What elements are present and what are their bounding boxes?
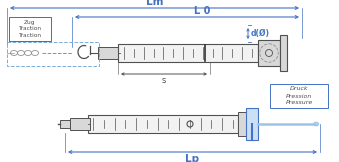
Bar	[258, 40, 280, 66]
Bar	[118, 44, 258, 62]
Bar	[238, 112, 246, 136]
Text: Lp: Lp	[185, 154, 200, 162]
Bar	[98, 47, 120, 59]
Text: Druck
Pression
Pressure: Druck Pression Pressure	[285, 87, 313, 105]
Bar	[70, 118, 90, 130]
Bar	[280, 35, 287, 71]
Bar	[60, 120, 70, 128]
Bar	[270, 84, 328, 108]
Bar	[9, 17, 51, 41]
Text: L 0: L 0	[194, 6, 210, 16]
Circle shape	[265, 50, 273, 57]
Bar	[88, 115, 238, 133]
Bar	[246, 108, 258, 140]
Text: s: s	[162, 76, 166, 85]
Bar	[7, 42, 99, 66]
Text: Lm: Lm	[146, 0, 163, 7]
Text: d(Ø): d(Ø)	[251, 29, 270, 38]
Text: Zug
Traction
Traction: Zug Traction Traction	[19, 20, 41, 38]
